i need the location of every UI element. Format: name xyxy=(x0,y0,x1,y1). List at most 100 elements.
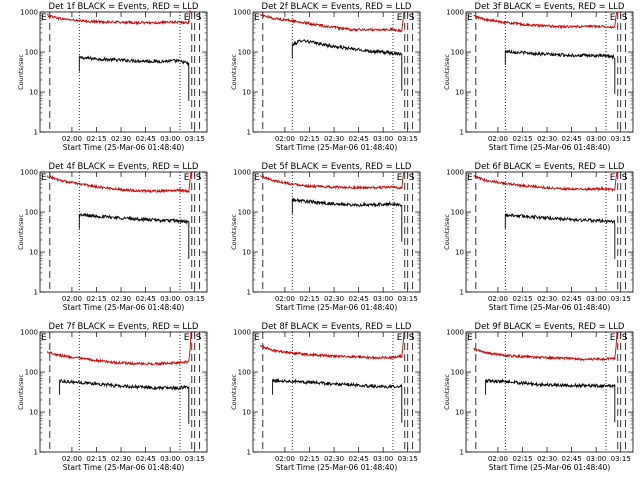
stop-marker-label: S xyxy=(409,333,415,343)
x-tick-label: 02:15 xyxy=(86,295,106,303)
events-series-line xyxy=(485,378,616,423)
y-tick-label: 10 xyxy=(29,409,38,417)
y-axis-label: Counts/sec xyxy=(230,374,238,410)
lld-series-line xyxy=(260,171,405,191)
detector-chart: Det 2f BLACK = Events, RED = LLD 1 10 100 10… xyxy=(230,2,421,152)
x-axis-label: Start Time (25-Mar-06 01:48:40) xyxy=(63,143,185,152)
x-axis-label: Start Time (25-Mar-06 01:48:40) xyxy=(489,463,611,472)
start-marker-label: E xyxy=(610,333,616,343)
x-tick-label: 03:15 xyxy=(611,455,631,463)
x-tick-label: 02:15 xyxy=(512,135,532,143)
lld-series-line xyxy=(47,9,192,26)
x-tick-label: 02:30 xyxy=(111,135,131,143)
y-tick-label: 100 xyxy=(25,49,38,57)
x-tick-label: 02:15 xyxy=(299,135,319,143)
start-marker-label: E xyxy=(41,13,47,23)
chart-title: Det 4f BLACK = Events, RED = LLD xyxy=(49,162,199,172)
chart-title: Det 8f BLACK = Events, RED = LLD xyxy=(262,322,412,332)
y-axis-label: Counts/sec xyxy=(443,214,451,250)
lld-series-line xyxy=(46,331,192,367)
y-tick-label: 100 xyxy=(25,209,38,217)
stop-marker-label: S xyxy=(409,173,415,183)
start-marker-label: E xyxy=(467,173,473,183)
x-tick-label: 03:00 xyxy=(586,295,606,303)
x-tick-label: 03:00 xyxy=(373,295,393,303)
detector-chart: Det 9f BLACK = Events, RED = LLD 1 10 100 10… xyxy=(443,322,634,472)
y-tick-label: 1000 xyxy=(446,329,464,337)
lld-series-line xyxy=(473,171,618,193)
x-tick-label: 03:15 xyxy=(185,455,205,463)
x-tick-label: 02:30 xyxy=(537,135,557,143)
stop-marker-label: S xyxy=(622,13,628,23)
y-tick-label: 1 xyxy=(34,129,38,137)
lld-series-line xyxy=(260,331,405,361)
start-marker-label: E xyxy=(397,333,403,343)
y-tick-label: 1000 xyxy=(446,169,464,177)
chart-title: Det 3f BLACK = Events, RED = LLD xyxy=(475,2,625,12)
y-tick-label: 10 xyxy=(29,249,38,257)
x-tick-label: 03:15 xyxy=(185,135,205,143)
plot-frame xyxy=(465,171,634,293)
lld-series-line xyxy=(260,11,405,33)
plot-frame xyxy=(465,11,634,133)
x-tick-label: 02:00 xyxy=(275,135,295,143)
chart-title: Det 9f BLACK = Events, RED = LLD xyxy=(475,322,625,332)
x-tick-label: 03:15 xyxy=(398,135,418,143)
stop-marker-label: S xyxy=(196,173,202,183)
x-axis-label: Start Time (25-Mar-06 01:48:40) xyxy=(276,303,398,312)
y-tick-label: 10 xyxy=(455,249,464,257)
x-tick-label: 03:00 xyxy=(373,455,393,463)
plot-frame xyxy=(39,11,208,133)
events-series-line xyxy=(291,197,403,242)
y-tick-label: 10 xyxy=(455,409,464,417)
x-tick-label: 03:15 xyxy=(398,295,418,303)
stop-marker-label: S xyxy=(622,333,628,343)
y-axis-label: Counts/sec xyxy=(230,214,238,250)
lld-series-line xyxy=(473,331,618,362)
start-marker-label: E xyxy=(610,173,616,183)
plot-frame xyxy=(252,11,421,133)
start-marker-label: E xyxy=(254,333,260,343)
start-marker-label: E xyxy=(610,13,616,23)
y-tick-label: 1 xyxy=(34,449,38,457)
x-tick-label: 02:45 xyxy=(562,455,582,463)
start-marker-label: E xyxy=(184,333,190,343)
detector-chart: Det 4f BLACK = Events, RED = LLD 1 10 100 10… xyxy=(17,162,208,312)
x-tick-label: 02:30 xyxy=(324,455,344,463)
y-tick-label: 1 xyxy=(34,289,38,297)
plot-frame xyxy=(465,331,634,453)
y-tick-label: 1 xyxy=(460,449,464,457)
y-tick-label: 1000 xyxy=(20,169,38,177)
stop-marker-label: S xyxy=(196,333,202,343)
x-tick-label: 02:00 xyxy=(275,455,295,463)
lld-series-line xyxy=(46,171,192,194)
detector-chart: Det 5f BLACK = Events, RED = LLD 1 10 100 10… xyxy=(230,162,421,312)
start-marker-label: E xyxy=(467,333,473,343)
detector-chart: Det 8f BLACK = Events, RED = LLD 1 10 100 10… xyxy=(230,322,421,472)
y-tick-label: 100 xyxy=(238,369,251,377)
y-axis-label: Counts/sec xyxy=(443,54,451,90)
y-tick-label: 1 xyxy=(247,129,251,137)
x-tick-label: 02:00 xyxy=(62,295,82,303)
x-tick-label: 02:45 xyxy=(349,455,369,463)
plot-frame xyxy=(252,331,421,453)
events-series-line xyxy=(504,212,616,259)
y-tick-label: 100 xyxy=(451,49,464,57)
y-tick-label: 10 xyxy=(242,409,251,417)
x-tick-label: 02:00 xyxy=(488,135,508,143)
x-tick-label: 02:00 xyxy=(62,135,82,143)
x-axis-label: Start Time (25-Mar-06 01:48:40) xyxy=(276,143,398,152)
x-tick-label: 03:00 xyxy=(586,135,606,143)
chart-title: Det 7f BLACK = Events, RED = LLD xyxy=(49,322,199,332)
x-tick-label: 02:30 xyxy=(537,295,557,303)
y-tick-label: 10 xyxy=(242,249,251,257)
y-tick-label: 1000 xyxy=(233,9,251,17)
start-marker-label: E xyxy=(467,13,473,23)
y-axis-label: Counts/sec xyxy=(443,374,451,410)
y-tick-label: 1000 xyxy=(233,169,251,177)
x-axis-label: Start Time (25-Mar-06 01:48:40) xyxy=(489,143,611,152)
y-axis-label: Counts/sec xyxy=(17,374,25,410)
x-tick-label: 03:15 xyxy=(185,295,205,303)
x-tick-label: 02:15 xyxy=(299,455,319,463)
y-tick-label: 100 xyxy=(451,209,464,217)
